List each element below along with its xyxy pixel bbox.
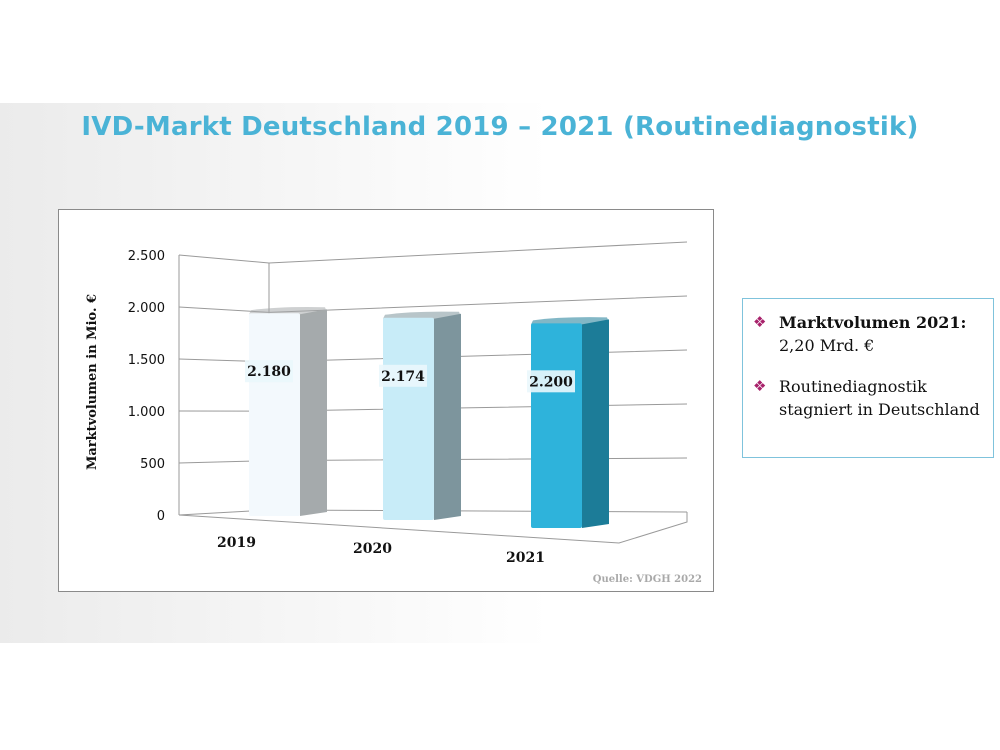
data-labels: 2.180 2.174 2.200 — [245, 360, 575, 393]
bullet-heading: Marktvolumen 2021: — [779, 313, 967, 332]
bar-side — [582, 319, 609, 528]
category-label: 2021 — [506, 550, 545, 566]
category-labels: 2019 2020 2021 — [217, 535, 545, 566]
category-label: 2019 — [217, 535, 256, 551]
data-label-text: 2.180 — [247, 364, 291, 380]
chart-frame: 0 500 1.000 1.500 2.000 2.500 2.180 2.174 2.200… — [58, 209, 714, 592]
data-label: 2.180 — [245, 360, 293, 383]
diamond-bullet-icon: ❖ — [753, 313, 767, 331]
y-tick-label: 1.000 — [128, 405, 165, 420]
data-label-text: 2.174 — [381, 369, 425, 385]
bullet-text: Routinediagnostik stagniert in Deutschla… — [779, 377, 980, 419]
category-label: 2020 — [353, 541, 392, 557]
source-label: Quelle: VDGH 2022 — [593, 574, 702, 585]
gridline — [178, 241, 688, 264]
y-tick-label: 1.500 — [128, 353, 165, 368]
data-label-box — [379, 364, 427, 387]
data-label: 2.174 — [379, 364, 427, 387]
data-label: 2.200 — [527, 370, 575, 393]
bars — [249, 307, 609, 528]
bar — [383, 311, 461, 520]
info-box: ❖ Marktvolumen 2021: 2,20 Mrd. € ❖ Routi… — [742, 298, 994, 458]
data-label-box — [245, 360, 293, 383]
y-tick-label: 500 — [140, 457, 165, 472]
bullet-value: 2,20 Mrd. € — [779, 336, 875, 355]
y-axis-label: Marktvolumen in Mio. € — [85, 294, 100, 470]
bullet-text: Marktvolumen 2021: 2,20 Mrd. € — [779, 311, 966, 357]
info-bullet-market-volume: ❖ Marktvolumen 2021: 2,20 Mrd. € — [753, 311, 985, 357]
y-tick-label: 0 — [157, 509, 165, 524]
info-bullet-stagnation: ❖ Routinediagnostik stagniert in Deutsch… — [753, 375, 985, 421]
bar-front — [249, 313, 300, 516]
data-label-box — [527, 370, 575, 393]
bar-side — [300, 309, 327, 516]
bar-front — [383, 317, 434, 520]
bar — [249, 307, 327, 516]
data-label-text: 2.200 — [529, 374, 573, 390]
bar — [531, 317, 609, 528]
bar-chart: 0 500 1.000 1.500 2.000 2.500 2.180 2.174 2.200… — [85, 241, 702, 585]
diamond-bullet-icon: ❖ — [753, 377, 767, 395]
y-tick-label: 2.500 — [128, 249, 165, 264]
floor-edge — [178, 512, 688, 544]
y-tick-label: 2.000 — [128, 301, 165, 316]
bar-side — [434, 313, 461, 520]
bar-front — [531, 323, 582, 528]
y-tick-labels: 0 500 1.000 1.500 2.000 2.500 — [128, 249, 165, 524]
slide-title: IVD-Markt Deutschland 2019 – 2021 (Routi… — [81, 112, 919, 142]
